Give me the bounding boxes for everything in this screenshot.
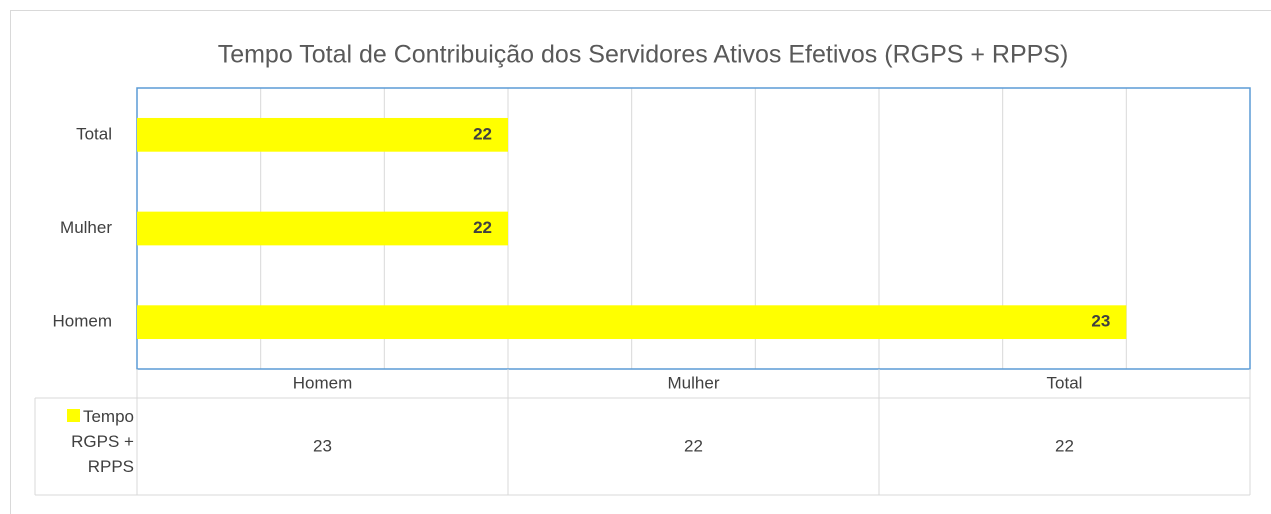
data-label: 22 [473, 218, 492, 237]
table-value: 22 [1055, 436, 1074, 455]
bar [137, 211, 508, 246]
table-value: 22 [684, 436, 703, 455]
legend-label: Tempo RGPS + RPPS [71, 407, 134, 476]
table-value: 23 [313, 436, 332, 455]
legend-entry: Tempo RGPS + RPPS [40, 404, 134, 479]
table-header: Homem [293, 373, 353, 392]
chart-title: Tempo Total de Contribuição dos Servidor… [218, 41, 1069, 69]
data-label: 23 [1091, 312, 1110, 331]
bar [137, 305, 1127, 340]
data-label: 22 [473, 124, 492, 143]
table-header: Total [1047, 373, 1083, 392]
y-tick-label: Total [76, 124, 112, 143]
chart-border [10, 10, 1271, 514]
bar [137, 117, 508, 152]
y-tick-label: Mulher [60, 218, 112, 237]
legend-key [66, 409, 80, 422]
table-header: Mulher [668, 373, 720, 392]
y-tick-label: Homem [52, 312, 112, 331]
